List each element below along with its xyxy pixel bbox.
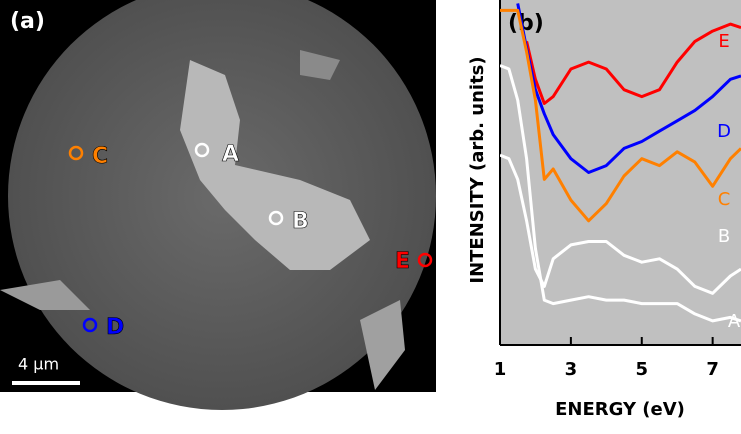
marker-circle (68, 145, 84, 161)
series-label: E (718, 31, 729, 52)
series-label: A (728, 311, 741, 332)
series-label: C (718, 189, 731, 210)
marker-label: C (92, 144, 108, 169)
plot-background (500, 0, 741, 345)
marker-label: A (222, 142, 239, 167)
marker-circle (417, 252, 433, 268)
marker-circle (194, 142, 210, 158)
x-axis-label: ENERGY (eV) (555, 399, 685, 420)
series-label: D (717, 121, 731, 142)
panel-label: (b) (508, 11, 544, 36)
series-line (500, 8, 741, 223)
series-line (500, 153, 741, 295)
x-tick-label: 1 (494, 359, 507, 380)
marker-circle (82, 317, 98, 333)
marker-label: E (395, 249, 410, 274)
panel-label: (a) (10, 9, 45, 34)
bright-region (180, 60, 370, 270)
series-label: B (718, 226, 730, 247)
marker-label: D (106, 315, 124, 340)
bright-region (360, 300, 405, 390)
marker-circle (268, 210, 284, 226)
image-panel: (a) 4 μm (0, 0, 436, 410)
x-tick-label: 3 (565, 359, 578, 380)
spectra-panel: (b) ENERGY (eV) INTENSITY (arb. units) (467, 0, 741, 420)
y-axis-label: INTENSITY (arb. units) (467, 56, 488, 283)
x-tick-label: 7 (706, 359, 719, 380)
x-tick-label: 5 (635, 359, 648, 380)
bright-region (0, 280, 90, 310)
scale-bar-label: 4 μm (18, 355, 59, 374)
series-line (516, 3, 741, 174)
series-line (525, 22, 741, 105)
bright-region (300, 50, 340, 80)
marker-label: B (292, 209, 309, 234)
series-line (500, 64, 741, 323)
plot-lines (500, 3, 741, 323)
